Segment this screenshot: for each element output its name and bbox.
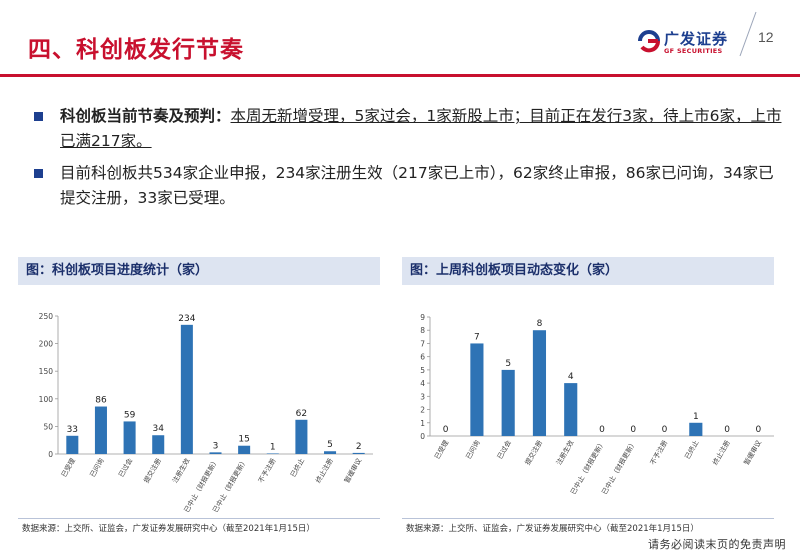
x-category-label: 已受理 [432,438,450,460]
chart-title-progress: 图：科创板项目进度统计（家） [18,257,380,285]
bar [689,422,703,436]
y-tick-label: 50 [43,422,53,431]
company-logo: 广发证券 GF SECURITIES [636,26,740,58]
bar-value-label: 0 [724,425,730,435]
y-tick-label: 5 [420,366,425,375]
x-category-label: 注册生效 [170,456,191,484]
x-category-label: 暂缓审议 [742,438,763,466]
y-tick-label: 1 [420,419,425,428]
x-category-label: 已受理 [59,456,77,478]
bar-value-label: 33 [67,425,78,435]
bar-value-label: 86 [95,396,107,406]
bar-value-label: 0 [443,425,449,435]
x-category-label: 提交注册 [142,456,163,484]
bullet-item: 目前科创板共534家企业申报，234家注册生效（217家已上市），62家终止审报… [34,161,782,211]
x-category-label: 已过会 [116,456,134,478]
bar [266,453,279,454]
x-category-label: 暂缓审议 [342,456,363,484]
x-category-label: 已问询 [464,438,482,460]
bar [532,330,547,436]
y-tick-label: 0 [420,432,425,441]
bullet-lead: 科创板当前节奏及预判： [60,107,231,125]
x-category-label: 已问询 [88,456,106,478]
y-tick-label: 8 [420,326,425,335]
bar [94,406,107,454]
x-category-label: 提交注册 [523,438,544,466]
bullet-text: 本周无新增受理，5家过会，1家新股上市；目前正在发行3家，待上市6家，上市已满2… [60,107,782,150]
source-divider [402,518,774,519]
bar-value-label: 2 [356,442,362,452]
bar-value-label: 5 [327,440,333,450]
x-category-label: 注册生效 [554,438,575,466]
bullet-square-icon [34,112,43,121]
y-tick-label: 6 [420,353,425,362]
page-number: 12 [758,29,774,45]
bar [501,369,515,436]
summary-bullets: 科创板当前节奏及预判：本周无新增受理，5家过会，1家新股上市；目前正在发行3家，… [34,104,782,211]
bar [352,452,365,454]
x-category-label: 终止注册 [710,438,731,466]
bar-value-label: 0 [630,425,636,435]
bar-value-label: 1 [693,412,699,422]
bar-value-label: 59 [124,410,136,420]
bar [238,445,251,454]
y-tick-label: 2 [420,406,425,415]
bullet-square-icon [34,169,43,178]
progress-bar-chart: 0 50 100 150 200 250 33 已受理 86 已问询 59 已过会 34 提交注册 234 注… [39,312,373,514]
bar-value-label: 0 [662,425,668,435]
y-tick-label: 0 [48,450,53,459]
bullet-text: 目前科创板共534家企业申报，234家注册生效（217家已上市），62家终止审报… [60,164,774,207]
source-divider [18,518,380,519]
x-category-label: 已过会 [495,438,513,460]
bar-value-label: 62 [296,409,307,419]
logo-text-en: GF SECURITIES [664,47,723,55]
x-category-label: 不予注册 [256,456,277,484]
bar [324,451,337,454]
bar [66,435,79,454]
bar-value-label: 5 [505,359,511,369]
bar [152,435,165,454]
y-tick-label: 3 [420,392,425,401]
chart-title-weekly: 图：上周科创板项目动态变化（家） [402,257,774,285]
bar [470,343,484,436]
chart-source: 数据来源：上交所、证监会，广发证券发展研究中心（截至2021年1月15日） [406,524,699,534]
y-tick-label: 150 [39,367,54,376]
bar-value-label: 3 [213,441,219,451]
x-category-label: 已终止 [288,456,306,478]
y-tick-label: 4 [420,379,425,388]
bar [564,383,578,436]
x-category-label: 已中止（财报更新） [600,439,638,496]
weekly-change-bar-chart: 0 1 2 3 4 5 6 7 8 9 0 已受理 7 已问询 5 已过会 8 提交注册 4 注册生效 0 已中止（财报更… [420,313,774,496]
x-category-label: 不予注册 [648,438,669,466]
x-category-label: 已中止（财报更新） [568,439,606,496]
y-tick-label: 200 [39,340,54,349]
logo-text-cn: 广发证券 [664,30,729,48]
y-tick-label: 250 [39,312,54,321]
bar-value-label: 7 [474,332,480,342]
chart-source: 数据来源：上交所、证监会，广发证券发展研究中心（截至2021年1月15日） [22,524,315,534]
y-tick-label: 9 [420,313,425,322]
bar-value-label: 1 [270,442,276,452]
y-tick-label: 7 [420,339,425,348]
bar-value-label: 8 [537,319,543,329]
gf-logo-icon [638,30,660,53]
x-category-label: 终止注册 [313,456,334,484]
bar-value-label: 4 [568,372,574,382]
bar [295,419,308,454]
bullet-item: 科创板当前节奏及预判：本周无新增受理，5家过会，1家新股上市；目前正在发行3家，… [34,104,782,154]
bar [209,452,222,454]
x-category-label: 已终止 [683,438,701,460]
bar-value-label: 0 [599,425,605,435]
page-title: 四、科创板发行节奏 [28,37,244,63]
bar-value-label: 15 [238,435,249,445]
bar-value-label: 0 [755,425,761,435]
disclaimer-text: 请务必阅读末页的免责声明 [648,538,786,551]
title-divider [0,74,800,77]
header-slash-divider [739,11,757,57]
bar [180,324,193,454]
bar-value-label: 34 [153,424,165,434]
bar [123,421,136,454]
bar-value-label: 234 [178,314,195,324]
y-tick-label: 100 [39,395,54,404]
